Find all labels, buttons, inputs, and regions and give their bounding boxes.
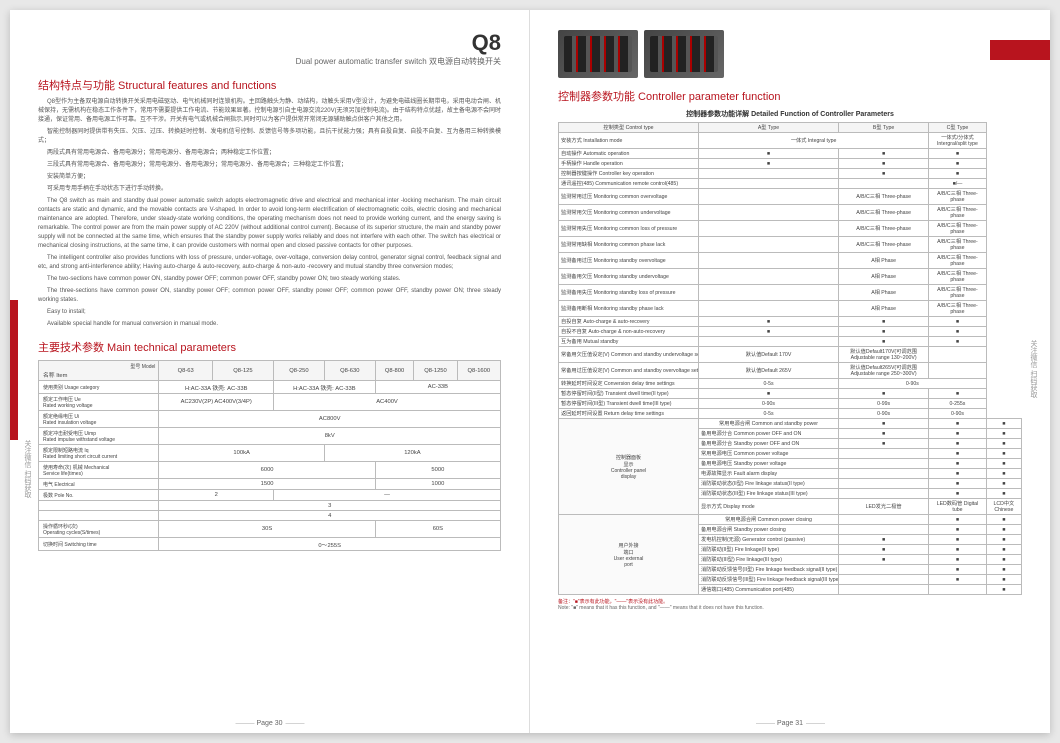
table-row: 安装方式 Installation mode一体式 Integral type一… xyxy=(559,133,1022,149)
tech-header: Q8-250 xyxy=(273,361,324,381)
page-number-30: Page 30 xyxy=(232,720,306,727)
para-en: The two-sections have common power ON, s… xyxy=(38,275,501,284)
table-row: 监测常用缺相 Monitoring common phase lackA/B/C… xyxy=(559,237,1022,253)
side-text-right: 关注微信 扫码获取 xyxy=(1028,340,1038,398)
table-row: 自投不自复 Auto-charge & non-auto-recovery■■■ xyxy=(559,327,1022,337)
table-row: 转换延时时间设定 Conversion delay time settings0… xyxy=(559,379,1022,389)
table-row: 监测备用失压 Monitoring standby loss of pressu… xyxy=(559,285,1022,301)
table-row: 通讯遥控(485) Communication remote control(4… xyxy=(559,179,1022,189)
page-31: 关注微信 扫码获取 控制器参数功能 Controller parameter f… xyxy=(530,10,1050,733)
para-cn: 智能控制器同时提供带有失压、欠压、过压、转换延时控制、发电机信号控制、反馈信号等… xyxy=(38,128,501,146)
para-cn: 三段式具有常用电源合、备用电源分；常用电源分、备用电源分；常用电源分、备用电源合… xyxy=(38,161,501,170)
table-row: 额定绝缘电压 Ui Rated insulation voltageAC800V xyxy=(39,411,501,428)
para-en: The Q8 switch as main and standby dual p… xyxy=(38,197,501,251)
table-row: 额定限制短路电流 Iq Rated limiting short circuit… xyxy=(39,445,501,462)
page-spread: 关注微信 扫码获取 Q8 Dual power automatic transf… xyxy=(10,10,1050,733)
tech-header: Q8-125 xyxy=(212,361,273,381)
table-row: 监测常用欠压 Monitoring common undervoltageA/B… xyxy=(559,205,1022,221)
table-row: 暂态停留时间(II型) Transient dwell time(II type… xyxy=(559,389,1022,399)
model-subtitle: Dual power automatic transfer switch 双电源… xyxy=(38,56,501,67)
table-row: 使用寿命(次) 机械 Mechanical Service life(times… xyxy=(39,462,501,479)
page-30: Q8 Dual power automatic transfer switch … xyxy=(10,10,530,733)
controller-table: 控制类型 Control typeA型 TypeB型 TypeC型 Type 安… xyxy=(558,122,1022,595)
table-row: 监测备用断相 Monitoring standby phase lackA相 P… xyxy=(559,301,1022,317)
tech-header: Q8-1250 xyxy=(414,361,457,381)
table-row: 切换时间 Switching time0～255S xyxy=(39,538,501,551)
para-cn: Q8型作为主备双电源自动转换开关采用电磁驱动、电气机械同时连锁机构。主回路触头为… xyxy=(38,98,501,125)
table-row: 额定工作电压 Ue Rated working voltageAC230V(2P… xyxy=(39,394,501,411)
section-title-right: 控制器参数功能 Controller parameter function xyxy=(558,88,1022,104)
tech-header: Q8-1600 xyxy=(457,361,500,381)
product-image-2 xyxy=(644,30,724,78)
tech-header: Q8-630 xyxy=(324,361,375,381)
tech-header: 型号 Model名称 Item xyxy=(39,361,159,381)
table-row: 监测备用欠压 Monitoring standby undervoltageA相… xyxy=(559,269,1022,285)
product-images xyxy=(558,30,1022,78)
ctrl-subhead: 控制器参数功能详解 Detailed Function of Controlle… xyxy=(558,109,1022,119)
table-row: 互为备用 Mutual standby■■ xyxy=(559,337,1022,347)
table-row: 监测常用过压 Monitoring common overvoltageA/B/… xyxy=(559,189,1022,205)
table-row: 控制器面板 显示 Controller panel display常用电源合闸 … xyxy=(559,419,1022,429)
para-en: Easy to install; xyxy=(38,308,501,317)
tech-params-table: 型号 Model名称 ItemQ8-63Q8-125Q8-250Q8-630Q8… xyxy=(38,360,501,551)
table-row: 控制器按键操作 Controller key operation■■ xyxy=(559,169,1022,179)
tech-header: Q8-63 xyxy=(159,361,213,381)
table-row: 监测常用失压 Monitoring common loss of pressur… xyxy=(559,221,1022,237)
table-row: 用户外接 端口 User external port常用电源合闸 Common … xyxy=(559,515,1022,525)
table-row: 常备用过压值设定(V) Common and standby overvolta… xyxy=(559,363,1022,379)
section2-title: 主要技术参数 Main technical parameters xyxy=(38,339,501,355)
table-row: 常备用欠压值设定(V) Common and standby undervolt… xyxy=(559,347,1022,363)
para-en: The three-sections have common power ON,… xyxy=(38,287,501,305)
table-row: 操作循环秒/(次) Operating cycles(S/times)30S60… xyxy=(39,521,501,538)
page-number-31: Page 31 xyxy=(753,720,827,727)
red-tab-right xyxy=(990,40,1050,60)
ctrl-header: A型 Type xyxy=(699,123,839,133)
table-row: 电气 Electrical15001000 xyxy=(39,479,501,490)
table-row: 使用类别 Usage categoryH:AC-33A 铁壳: AC-33BH:… xyxy=(39,381,501,394)
header-left: Q8 Dual power automatic transfer switch … xyxy=(38,30,501,67)
product-image-1 xyxy=(558,30,638,78)
table-row: 极数 Pole No.2— xyxy=(39,490,501,501)
para-en: The intelligent controller also provides… xyxy=(38,254,501,272)
ctrl-header: C型 Type xyxy=(929,123,987,133)
tech-header: Q8-800 xyxy=(375,361,414,381)
para-cn: 安装简单方便； xyxy=(38,173,501,182)
section1-title: 结构特点与功能 Structural features and function… xyxy=(38,77,501,93)
table-row: 自动操作 Automatic operation■■■ xyxy=(559,149,1022,159)
para-cn: 可采用专用手柄在手动状态下进行手动转换。 xyxy=(38,185,501,194)
ctrl-header: B型 Type xyxy=(839,123,929,133)
model-number: Q8 xyxy=(38,30,501,56)
para-cn: 两段式具有常用电源合、备用电源分；常用电源分、备用电源合；两种稳定工作位置； xyxy=(38,149,501,158)
ctrl-header: 控制类型 Control type xyxy=(559,123,699,133)
table-row: 额定冲击耐受电压 Uimp Rated impulse withstand vo… xyxy=(39,428,501,445)
table-row: 自投自复 Auto-charge & auto-recovery■■■ xyxy=(559,317,1022,327)
table-row: 手柄操作 Handle operation■■■ xyxy=(559,159,1022,169)
para-en: Available special handle for manual conv… xyxy=(38,320,501,329)
table-row: 监测备用过压 Monitoring standby overvoltageA相 … xyxy=(559,253,1022,269)
table-note: 备注："■"表示有此功能，"——"表示没有此功能。 Note: "■" mean… xyxy=(558,598,1022,611)
table-row: 返回延时时间设置 Return delay time settings0-5s0… xyxy=(559,409,1022,419)
table-row: 暂态停留时间(III型) Transient dwell time(III ty… xyxy=(559,399,1022,409)
